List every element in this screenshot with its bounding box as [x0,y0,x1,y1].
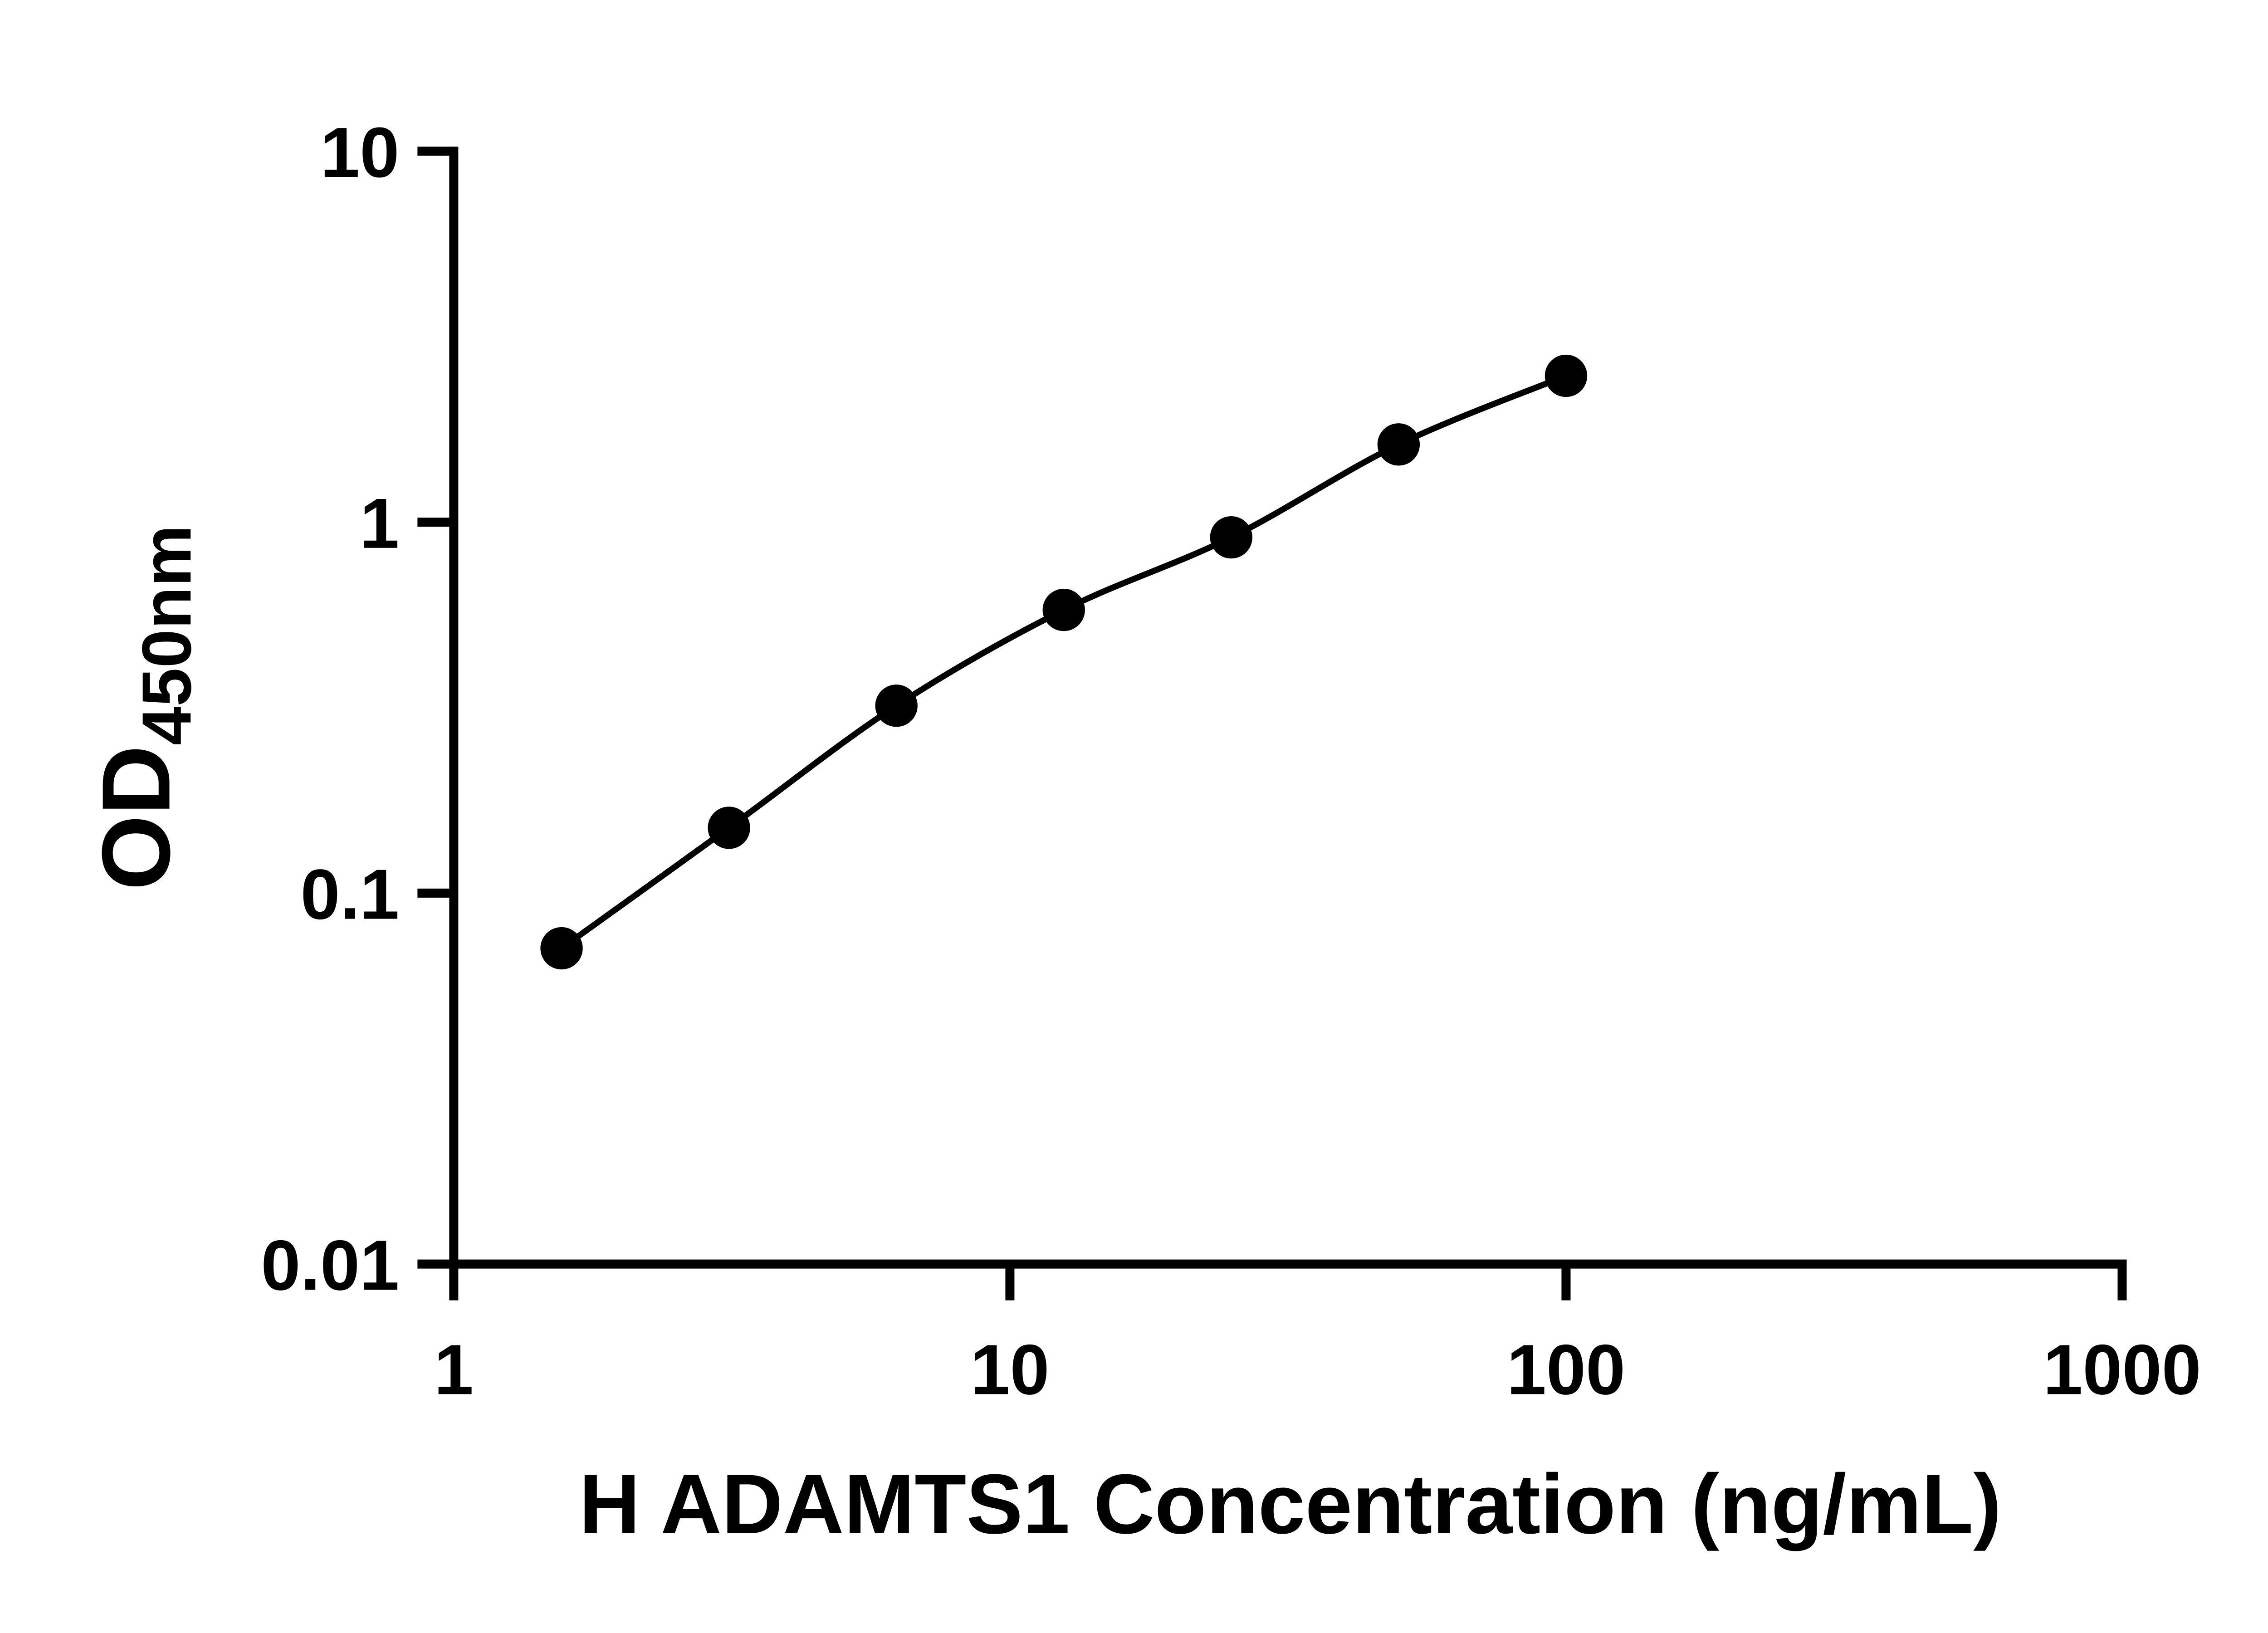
y-axis-tick-label: 10 [320,113,399,192]
data-point-marker [708,807,750,849]
x-axis-tick-label: 10 [970,1330,1049,1409]
plot-area: 1 10 100 1000 0.01 0.1 1 10 [261,113,2201,1409]
data-point-marker [540,927,583,970]
y-axis-tick-label: 0.1 [300,855,399,934]
x-axis-title: H ADAMTS1 Concentration (ng/mL) [579,1457,2001,1551]
x-axis-tick-label: 1000 [2043,1330,2201,1409]
y-axis-title-subscript: 450nm [128,525,205,745]
y-axis-tick-label: 0.01 [261,1226,399,1305]
x-axis-tick-label: 100 [1507,1330,1625,1409]
fit-curve [560,373,1567,951]
data-point-marker [1545,354,1588,397]
axis-lines [449,147,2127,1269]
data-point-marker [1042,588,1085,631]
data-point-marker [1377,423,1420,466]
y-axis-title-main: OD [82,745,190,890]
y-axis-tick-label: 1 [360,484,399,563]
y-axis-title: OD450nm [82,525,205,890]
x-axis-tick-label: 1 [434,1330,474,1409]
data-point-marker [875,684,918,727]
data-point-marker [1210,516,1252,559]
